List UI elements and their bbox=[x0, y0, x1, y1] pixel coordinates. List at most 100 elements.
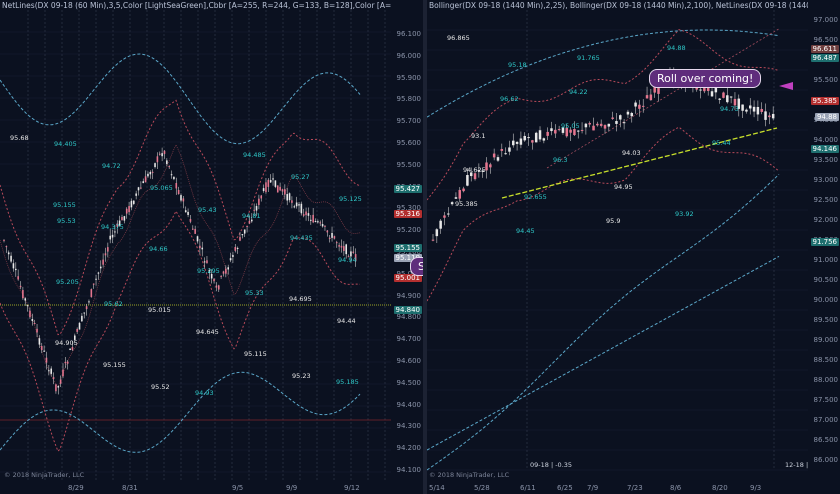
candle bbox=[15, 262, 17, 277]
candle bbox=[733, 92, 737, 111]
left-bollinger-upper-inner bbox=[0, 99, 361, 336]
candle bbox=[130, 198, 133, 211]
left-y-tick: 95.200 bbox=[396, 226, 422, 235]
candle bbox=[718, 98, 721, 104]
right-netline-label: 96.62 bbox=[500, 95, 519, 103]
left-x-tick: 8/29 bbox=[68, 484, 84, 492]
right-netline-label: 94.73 bbox=[720, 105, 739, 113]
candle bbox=[107, 242, 109, 258]
candle bbox=[272, 173, 274, 186]
left-chart-canvas[interactable]: 95.68 95.53 95.62 95.52 95.43 95.33 95.23 95.12… bbox=[0, 0, 423, 494]
right-bollinger25-mid bbox=[546, 28, 780, 169]
candle bbox=[187, 208, 189, 218]
candle bbox=[508, 140, 511, 156]
candle bbox=[592, 117, 595, 131]
candle bbox=[66, 359, 69, 370]
right-netline-label: 92.655 bbox=[524, 193, 547, 201]
right-bollinger100-mid bbox=[427, 255, 780, 451]
candle bbox=[265, 178, 267, 194]
candle bbox=[217, 284, 220, 293]
candle bbox=[523, 132, 526, 142]
candle bbox=[333, 235, 336, 240]
candle bbox=[546, 127, 549, 140]
left-netline-label: 95.065 bbox=[150, 184, 173, 192]
left-netline-label: 95.205 bbox=[56, 278, 79, 286]
candle bbox=[236, 246, 239, 254]
right-netline-label: 94.22 bbox=[569, 88, 588, 96]
candle bbox=[253, 203, 255, 216]
candle bbox=[151, 169, 154, 180]
candle bbox=[175, 177, 178, 195]
candle bbox=[295, 196, 298, 209]
right-bollinger100-upper bbox=[427, 29, 780, 118]
candle bbox=[312, 207, 314, 224]
left-netline-label: 94.905 bbox=[55, 339, 78, 347]
left-y-tick: 95.500 bbox=[396, 160, 422, 169]
candle bbox=[19, 281, 22, 290]
candle bbox=[69, 348, 71, 351]
right-price-axis[interactable]: 97.00096.50096.00095.50095.00094.50094.0… bbox=[808, 0, 840, 494]
candle bbox=[317, 219, 319, 224]
candle bbox=[335, 240, 338, 248]
left-netline-label: 95.23 bbox=[292, 372, 311, 380]
candle bbox=[741, 104, 744, 118]
right-y-tick: 95.500 bbox=[813, 76, 839, 84]
right-netline-label: 95.385 bbox=[455, 200, 478, 208]
candle bbox=[462, 186, 465, 193]
candle bbox=[222, 270, 225, 277]
candle bbox=[599, 119, 603, 128]
candle bbox=[447, 207, 450, 217]
candle bbox=[74, 333, 76, 344]
candle bbox=[350, 246, 352, 263]
right-y-tick: 94.000 bbox=[813, 136, 839, 144]
candle bbox=[340, 239, 343, 253]
candle bbox=[22, 286, 24, 300]
right-y-tick: 86.500 bbox=[813, 436, 839, 444]
candle bbox=[756, 100, 760, 121]
candle bbox=[38, 335, 41, 349]
so-far-so-good-callout: So far so good… bbox=[410, 257, 423, 276]
candle bbox=[203, 257, 206, 269]
candle bbox=[5, 245, 8, 253]
left-y-tick: 94.700 bbox=[396, 335, 422, 344]
candle bbox=[596, 121, 599, 127]
right-x-tick: 6/11 bbox=[520, 484, 536, 492]
candle bbox=[88, 299, 90, 305]
right-price-box: 95.385 bbox=[810, 97, 839, 105]
right-chart-canvas[interactable]: 96.86596.6296.395.995.6895.4495.38595.18… bbox=[427, 0, 840, 494]
pane-divider[interactable] bbox=[423, 0, 427, 494]
candle bbox=[208, 267, 211, 280]
candle bbox=[184, 206, 187, 213]
candle bbox=[291, 196, 293, 209]
candle bbox=[748, 98, 752, 115]
candle bbox=[504, 147, 507, 155]
candle bbox=[24, 297, 27, 306]
candle bbox=[439, 218, 442, 234]
right-callout-arrow bbox=[779, 82, 793, 90]
candle bbox=[324, 225, 326, 231]
right-y-tick: 86.000 bbox=[813, 456, 839, 464]
left-netline-label: 95.53 bbox=[57, 217, 76, 225]
candle bbox=[76, 327, 78, 334]
left-netline-label: 95.43 bbox=[198, 206, 217, 214]
candle bbox=[641, 99, 645, 113]
left-y-tick: 94.200 bbox=[396, 444, 422, 453]
candle bbox=[170, 170, 173, 179]
right-netline-label: 94.88 bbox=[667, 44, 686, 52]
right-netline-label: 96.865 bbox=[447, 34, 470, 42]
right-chart-pane[interactable]: 96.86596.6296.395.995.6895.4495.38595.18… bbox=[427, 0, 840, 494]
left-y-tick: 95.100 bbox=[396, 248, 422, 256]
candle bbox=[156, 152, 159, 169]
left-chart-pane[interactable]: 95.68 95.53 95.62 95.52 95.43 95.33 95.23 95.12… bbox=[0, 0, 423, 494]
right-y-tick: 89.500 bbox=[813, 316, 839, 324]
candle bbox=[611, 111, 614, 120]
right-background bbox=[427, 0, 840, 494]
candle bbox=[99, 260, 102, 274]
right-y-tick: 97.000 bbox=[813, 16, 839, 24]
candle bbox=[7, 250, 10, 260]
candle bbox=[163, 149, 166, 159]
candle bbox=[50, 366, 52, 377]
candle bbox=[737, 94, 741, 117]
right-x-tick: 5/28 bbox=[474, 484, 490, 492]
candle bbox=[142, 178, 145, 184]
